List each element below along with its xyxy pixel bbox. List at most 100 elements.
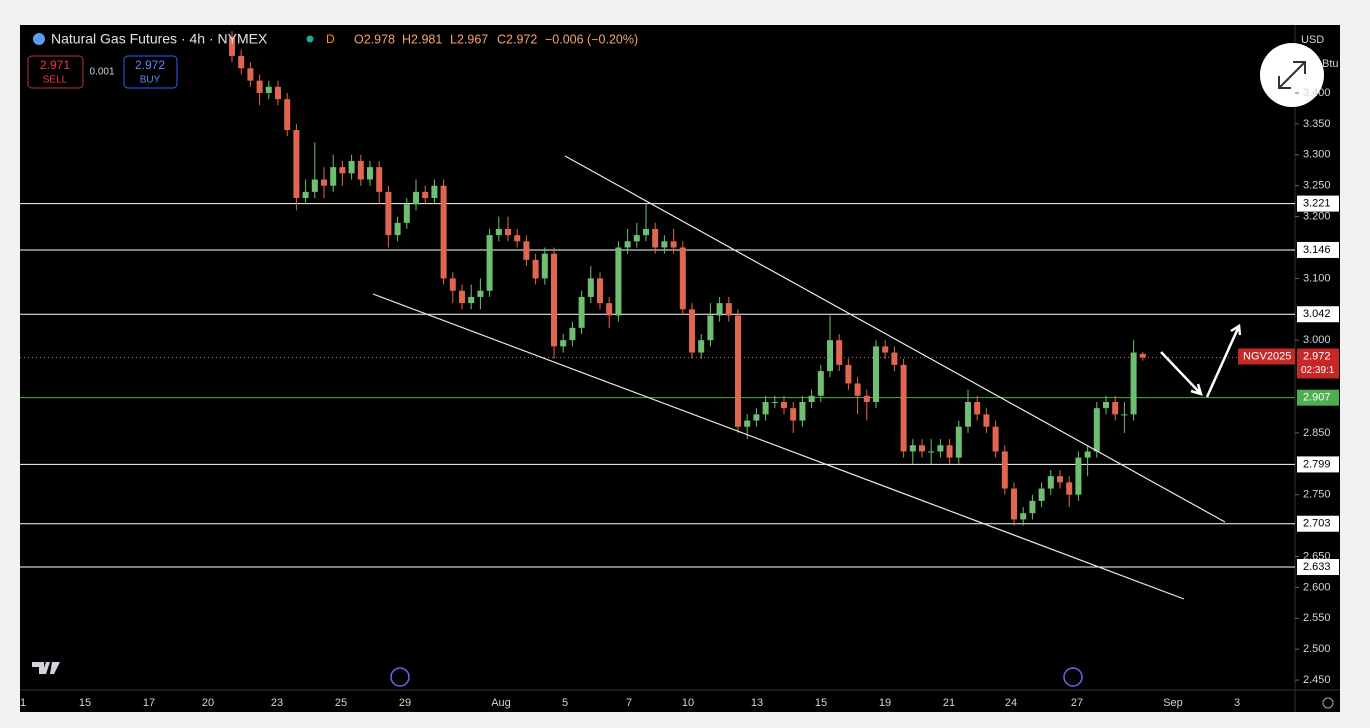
y-tick-label: 2.750 — [1303, 489, 1331, 501]
x-tick-label: 1 — [20, 697, 26, 709]
currency: USD — [1301, 34, 1324, 46]
candle-body — [495, 228, 502, 236]
event-icon[interactable] — [390, 667, 410, 687]
candle-body — [643, 228, 649, 236]
candle-body — [762, 401, 769, 415]
candle-body — [799, 401, 806, 421]
level-label-box — [1297, 195, 1339, 212]
candle-body — [321, 179, 327, 186]
x-tick-label: 3 — [1234, 697, 1240, 709]
candle-body — [863, 395, 870, 402]
sell-button[interactable] — [27, 55, 84, 89]
y-tick-label: 2.850 — [1303, 427, 1331, 439]
candle-body — [670, 241, 677, 248]
candle-body — [413, 191, 419, 205]
x-tick-label: Aug — [491, 697, 511, 709]
candle-body — [698, 340, 705, 353]
candle-body — [486, 235, 493, 291]
x-tick-label: 15 — [815, 697, 827, 709]
level-label-box — [1297, 306, 1339, 323]
status-dot — [306, 35, 314, 43]
y-tick-label: 2.450 — [1303, 674, 1331, 686]
candle-body — [790, 408, 797, 421]
chart-title: Natural Gas Futures · 4h · NYMEX — [51, 31, 268, 47]
trendline-upper — [564, 155, 1226, 523]
y-tick-label: 3.200 — [1303, 210, 1331, 222]
candle-body — [587, 278, 594, 297]
candle-body — [1038, 488, 1045, 501]
symbol-tag-box — [1238, 348, 1295, 365]
candle-body — [919, 445, 925, 452]
candle-body — [992, 426, 999, 452]
candle-body — [1121, 414, 1128, 416]
candle-body — [808, 395, 815, 402]
ohlc-low: L2.967 — [450, 32, 488, 46]
level-label: 2.633 — [1303, 561, 1331, 573]
candle-body — [615, 247, 622, 316]
level-label: 2.703 — [1303, 518, 1331, 530]
candle-body — [1093, 408, 1100, 452]
candle-body — [946, 445, 953, 458]
x-tick-label: 24 — [1005, 697, 1017, 709]
candle-body — [1011, 488, 1017, 520]
candle-body — [1103, 401, 1109, 409]
x-tick-label: Sep — [1163, 697, 1183, 709]
candle-body — [541, 253, 548, 279]
candle-body — [1112, 401, 1119, 415]
candle-body — [302, 191, 309, 199]
candle-body — [873, 346, 879, 402]
candle-body — [459, 290, 465, 304]
candle-body — [1084, 451, 1091, 458]
candle-body — [431, 185, 438, 199]
x-tick-label: 7 — [626, 697, 632, 709]
candle-body — [376, 167, 383, 192]
candle-body — [827, 340, 833, 372]
settings-icon[interactable] — [1322, 697, 1334, 709]
candle-body — [256, 80, 263, 93]
event-icon[interactable] — [1063, 667, 1083, 687]
y-tick-label: 3.350 — [1303, 118, 1331, 130]
candle-body — [468, 296, 475, 304]
y-tick-label: 3.000 — [1303, 334, 1331, 346]
candle-body — [229, 37, 235, 56]
level-label-box — [1297, 559, 1339, 576]
candle-body — [771, 401, 778, 403]
candle-body — [505, 228, 511, 236]
countdown: 02:39:1 — [1301, 365, 1335, 376]
candle-body — [357, 160, 364, 180]
ohlc-change: −0.006 (−0.20%) — [545, 32, 638, 46]
y-tick-label: 3.300 — [1303, 149, 1331, 161]
x-tick-label: 15 — [79, 697, 91, 709]
buy-button[interactable] — [123, 55, 178, 89]
candle-body — [900, 364, 907, 452]
level-label-box — [1297, 456, 1339, 473]
y-tick-label: 3.100 — [1303, 272, 1331, 284]
candle-body — [606, 303, 613, 316]
candle-body — [422, 191, 429, 199]
candle-body — [1139, 353, 1146, 358]
y-tick-label: 2.550 — [1303, 612, 1331, 624]
sell-label: SELL — [43, 75, 68, 86]
candle-body — [753, 414, 760, 421]
candle-body — [735, 315, 741, 427]
candle-body — [367, 167, 373, 180]
spread: 0.001 — [89, 67, 114, 78]
candle-body — [523, 241, 530, 260]
candle-body — [284, 99, 291, 131]
candle-body — [339, 167, 346, 174]
level-label: 3.146 — [1303, 244, 1331, 256]
x-tick-label: 25 — [335, 697, 347, 709]
level-label: 3.042 — [1303, 308, 1331, 320]
x-tick-label: 19 — [879, 697, 891, 709]
candle-body — [385, 191, 392, 236]
x-tick-label: 21 — [943, 697, 955, 709]
trendline-lower — [372, 293, 1185, 600]
candle-body — [560, 340, 567, 347]
candle-body — [909, 445, 916, 452]
candle-body — [845, 364, 852, 384]
sell-price: 2.971 — [40, 58, 70, 72]
candle-body — [311, 179, 318, 192]
candle-body — [551, 253, 557, 347]
candle-body — [624, 241, 631, 248]
candle-body — [293, 130, 300, 199]
